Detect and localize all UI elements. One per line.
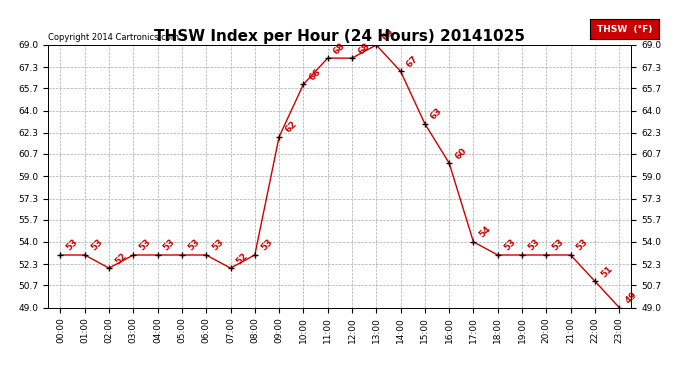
Text: 53: 53 [259, 238, 274, 253]
Text: 54: 54 [477, 224, 493, 240]
Text: 67: 67 [405, 54, 420, 69]
Text: 62: 62 [284, 120, 299, 135]
Text: 51: 51 [599, 264, 614, 279]
Text: 66: 66 [308, 67, 323, 82]
Text: THSW  (°F): THSW (°F) [597, 25, 652, 34]
Text: 53: 53 [210, 238, 226, 253]
Text: 52: 52 [113, 251, 128, 266]
Text: 68: 68 [356, 41, 371, 56]
Text: 63: 63 [429, 106, 444, 122]
Text: 60: 60 [453, 146, 469, 161]
Text: 52: 52 [235, 251, 250, 266]
Text: 53: 53 [161, 238, 177, 253]
Text: 53: 53 [137, 238, 152, 253]
Text: 69: 69 [380, 27, 396, 43]
Text: 53: 53 [65, 238, 80, 253]
Text: 53: 53 [89, 238, 104, 253]
Text: Copyright 2014 Cartronics.com: Copyright 2014 Cartronics.com [48, 33, 179, 42]
Text: 53: 53 [551, 238, 566, 253]
Text: 53: 53 [526, 238, 542, 253]
Text: 53: 53 [502, 238, 517, 253]
Text: 53: 53 [186, 238, 201, 253]
Text: 49: 49 [623, 290, 639, 305]
Text: 53: 53 [575, 238, 590, 253]
Text: 68: 68 [332, 41, 347, 56]
Title: THSW Index per Hour (24 Hours) 20141025: THSW Index per Hour (24 Hours) 20141025 [155, 29, 525, 44]
